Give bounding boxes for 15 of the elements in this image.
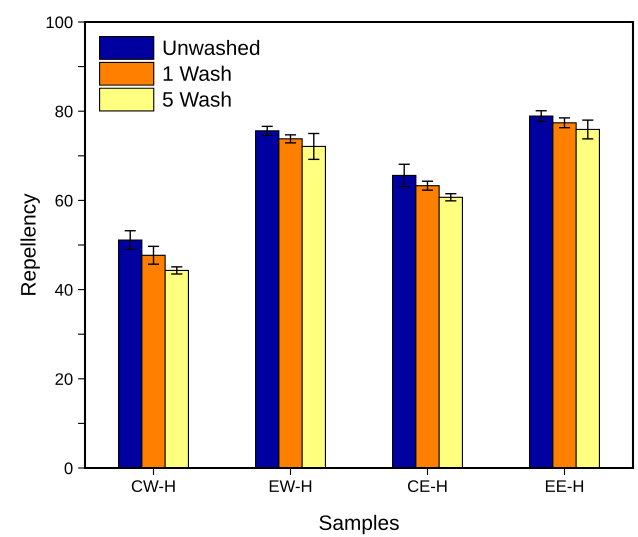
x-tick-label: EW-H (270, 480, 312, 492)
y-tick-label: 0 (64, 462, 73, 474)
x-tick-label: EE-H (546, 480, 584, 492)
y-axis-title: Repellency (20, 194, 40, 295)
x-axis-title: Samples (319, 514, 399, 534)
legend-label: Unwashed (164, 40, 260, 56)
y-tick-label: 60 (56, 194, 73, 207)
x-tick-label: CE-H (408, 480, 447, 492)
y-tick-label: 40 (55, 284, 73, 296)
legend-label: 5 Wash (162, 91, 231, 107)
y-tick-label: 80 (55, 106, 73, 118)
y-tick-label: 20 (55, 373, 73, 386)
legend-label: 1 Wash (164, 66, 231, 81)
x-tick-label: CW-H (132, 480, 175, 492)
y-tick-label: 100 (46, 16, 73, 28)
